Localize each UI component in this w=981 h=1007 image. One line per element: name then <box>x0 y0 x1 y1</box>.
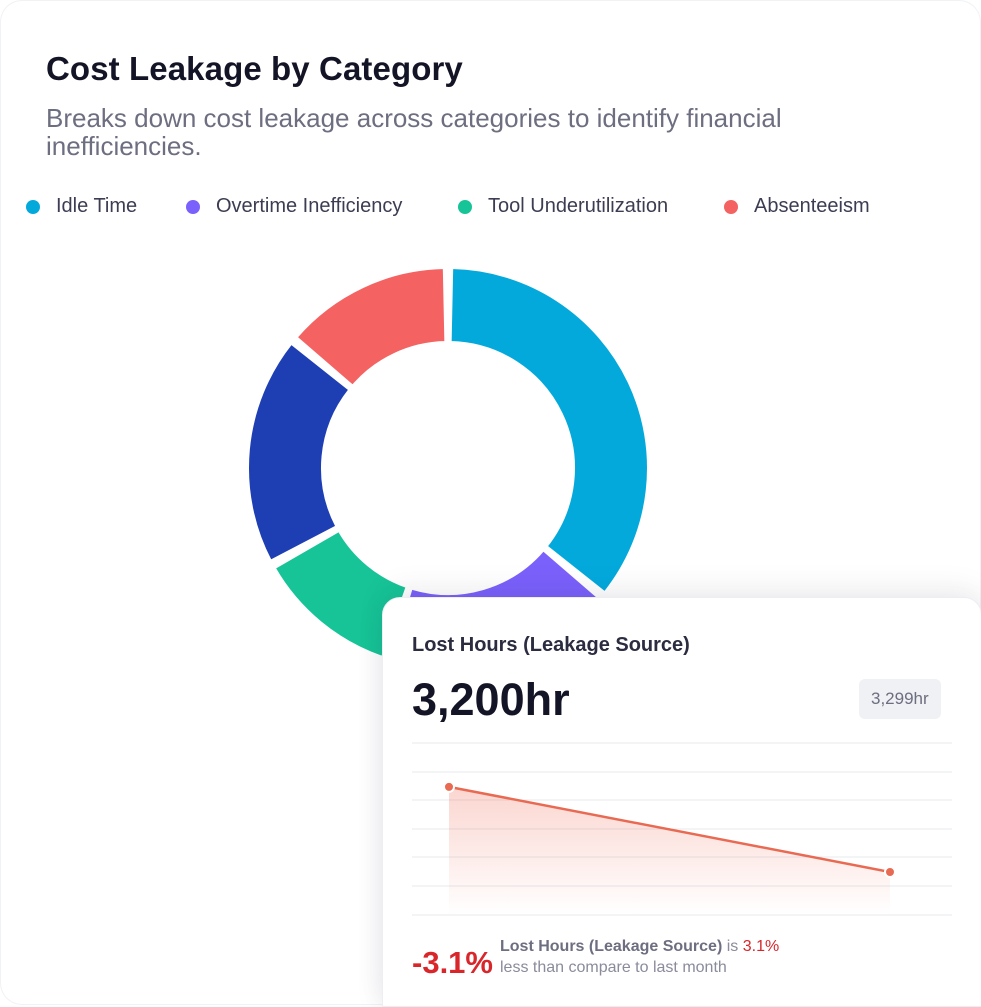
sparkline-point[interactable] <box>443 780 455 793</box>
change-percent: -3.1% <box>412 945 493 980</box>
legend-label: Tool Underutilization <box>488 195 669 217</box>
donut-slice-unlabeled[interactable] <box>247 342 351 562</box>
legend-label: Idle Time <box>56 195 138 217</box>
previous-value-badge: 3,299hr <box>859 679 941 719</box>
legend-dot-tool-underutilization <box>458 200 472 214</box>
legend-dot-idle-time <box>26 200 40 214</box>
donut-slice-idle-time[interactable] <box>449 267 649 594</box>
sparkline-line <box>448 785 891 874</box>
note-rest: less than compare to last month <box>500 959 727 976</box>
legend-dot-overtime-inefficiency <box>186 200 200 214</box>
chart-subtitle: Breaks down cost leakage across categori… <box>46 103 782 161</box>
stat-value: 3,200hr <box>412 674 570 725</box>
donut-slice-absenteeism[interactable] <box>295 267 447 387</box>
legend-label: Absenteeism <box>754 195 870 217</box>
lost-hours-card: Lost Hours (Leakage Source) 3,200hr 3,29… <box>382 597 981 1007</box>
stat-title: Lost Hours (Leakage Source) <box>412 634 690 656</box>
trend-sparkline <box>412 742 952 916</box>
note-percent: 3.1% <box>742 938 780 955</box>
donut-slice-tool-underutilization[interactable] <box>273 530 408 658</box>
legend-label: Overtime Inefficiency <box>216 195 403 217</box>
note-metric: Lost Hours (Leakage Source) <box>500 938 723 955</box>
sparkline-point[interactable] <box>884 866 896 878</box>
change-note: Lost Hours (Leakage Source) is 3.1% <box>500 938 779 956</box>
note-is: is <box>726 938 739 955</box>
legend-dot-absenteeism <box>724 200 738 214</box>
chart-title: Cost Leakage by Category <box>46 50 463 87</box>
sparkline-area <box>449 786 890 915</box>
